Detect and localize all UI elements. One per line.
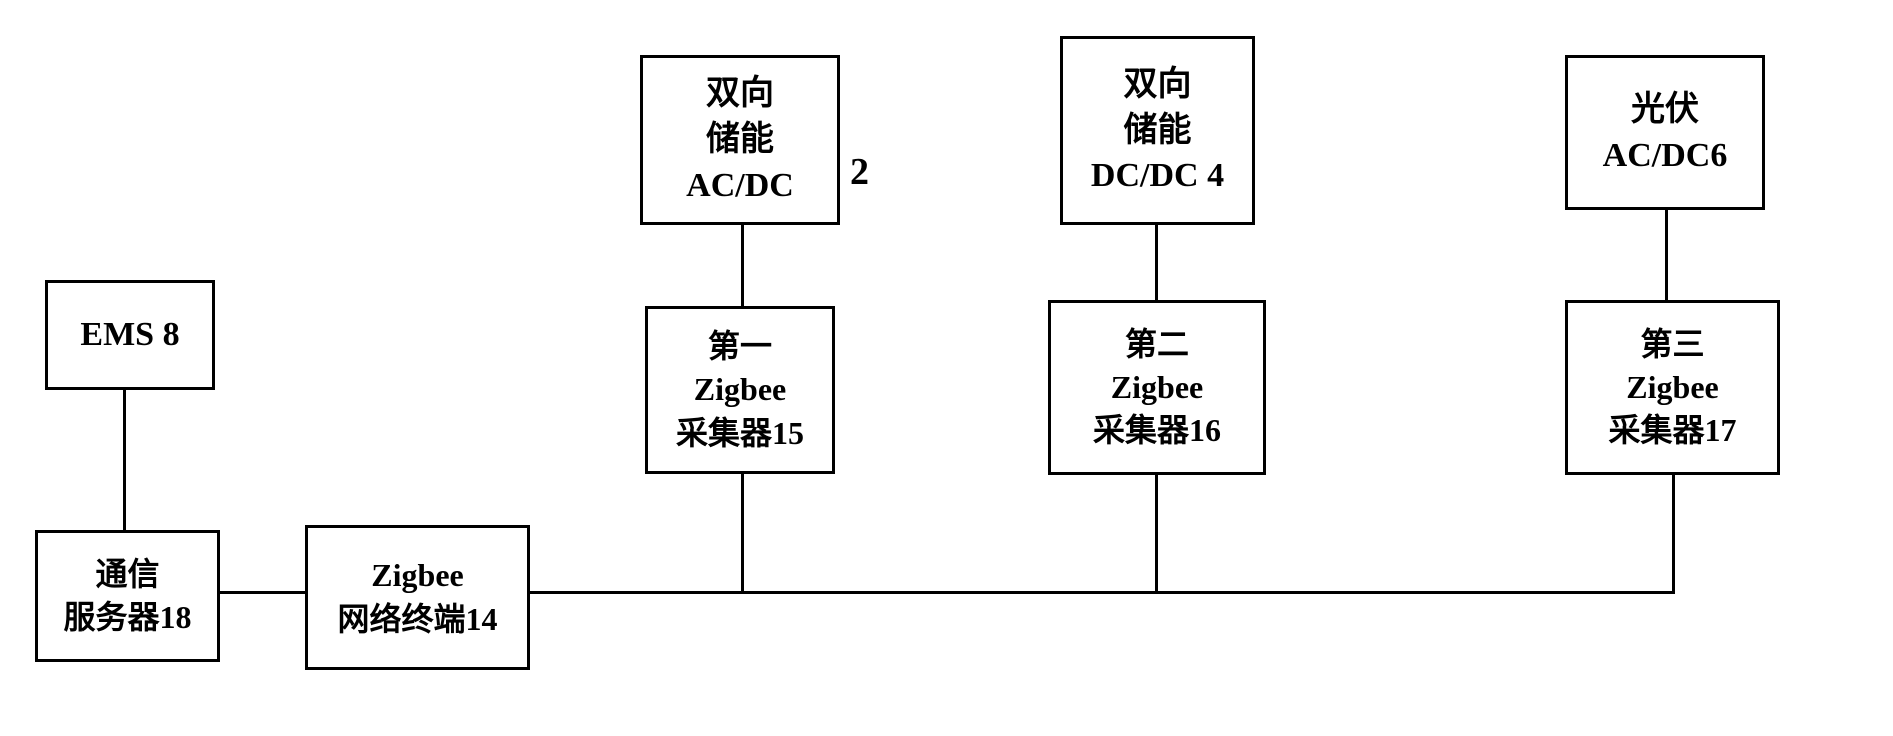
edge-dcdc-zb2 <box>1155 225 1158 300</box>
zb2-l3: 采集器16 <box>1093 409 1221 452</box>
pv-l2: AC/DC6 <box>1603 133 1728 179</box>
pv-l1: 光伏 <box>1631 87 1699 133</box>
zb3-l3: 采集器17 <box>1608 409 1736 452</box>
dcdc-l1: 双向 <box>1124 62 1192 108</box>
box-ems: EMS 8 <box>45 280 215 390</box>
zb2-l2: Zigbee <box>1111 366 1203 409</box>
acdc-l1: 双向 <box>706 71 774 117</box>
edge-zb2-bus <box>1155 475 1158 592</box>
ems-l1: EMS 8 <box>80 312 179 358</box>
box-zb2: 第二 Zigbee 采集器16 <box>1048 300 1266 475</box>
dcdc-l2: 储能 <box>1124 108 1192 154</box>
edge-bus <box>530 591 1675 594</box>
edge-zb1-bus <box>741 474 744 592</box>
box-zb3: 第三 Zigbee 采集器17 <box>1565 300 1780 475</box>
dcdc-l3: DC/DC 4 <box>1091 153 1224 199</box>
edge-comm-term <box>220 591 305 594</box>
comm-l2: 服务器18 <box>63 596 191 639</box>
zb1-l3: 采集器15 <box>676 412 804 455</box>
acdc-l2: 储能 <box>706 117 774 163</box>
edge-zb3-bus <box>1672 475 1675 594</box>
box-zigbee-terminal: Zigbee 网络终端14 <box>305 525 530 670</box>
box-pv: 光伏 AC/DC6 <box>1565 55 1765 210</box>
zb1-l1: 第一 <box>708 325 772 368</box>
edge-ems-comm <box>123 390 126 530</box>
zb2-l1: 第二 <box>1125 323 1189 366</box>
zb1-l2: Zigbee <box>694 368 786 411</box>
box-zb1: 第一 Zigbee 采集器15 <box>645 306 835 474</box>
acdc-num: 2 <box>850 150 869 194</box>
zb3-l2: Zigbee <box>1626 366 1718 409</box>
comm-l1: 通信 <box>95 553 159 596</box>
term-l2: 网络终端14 <box>337 598 497 641</box>
acdc-l3: AC/DC <box>686 163 794 209</box>
box-dcdc: 双向 储能 DC/DC 4 <box>1060 36 1255 225</box>
edge-acdc-zb1 <box>741 225 744 306</box>
box-comm-server: 通信 服务器18 <box>35 530 220 662</box>
zb3-l1: 第三 <box>1640 323 1704 366</box>
edge-pv-zb3 <box>1665 210 1668 300</box>
box-acdc: 双向 储能 AC/DC <box>640 55 840 225</box>
term-l1: Zigbee <box>371 554 463 597</box>
